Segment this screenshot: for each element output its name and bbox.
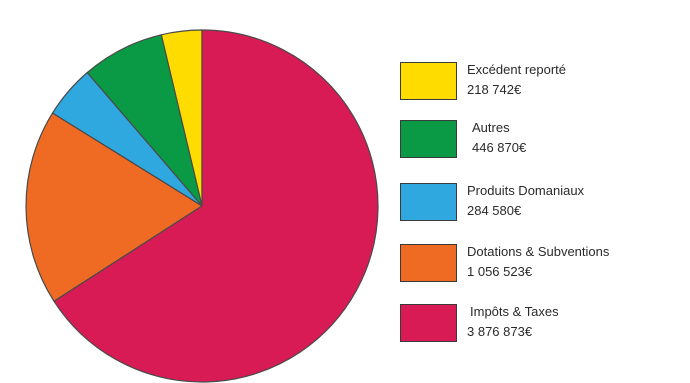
pie-plot-area — [25, 29, 379, 383]
legend-value-autres: 446 870€ — [472, 140, 527, 155]
legend-value-excedent-reporte: 218 742€ — [467, 82, 522, 97]
legend-label-impots-taxes: Impôts & Taxes — [470, 304, 559, 319]
legend-item-excedent-reporte: Excédent reporté 218 742€ — [400, 58, 690, 102]
legend-swatch-excedent-reporte — [400, 62, 457, 100]
legend-label-dotations-subventions: Dotations & Subventions — [467, 244, 610, 259]
legend-label-autres: Autres — [472, 120, 510, 135]
legend-swatch-autres — [400, 120, 457, 158]
legend-item-autres: Autres 446 870€ — [400, 116, 690, 160]
legend-item-impots-taxes: Impôts & Taxes 3 876 873€ — [400, 300, 690, 344]
pie-slice-dotations-subventions — [25, 112, 203, 302]
legend-value-dotations-subventions: 1 056 523€ — [467, 264, 533, 279]
legend-swatch-produits-domaniaux — [400, 183, 457, 221]
legend-label-excedent-reporte: Excédent reporté — [467, 62, 567, 77]
legend-swatch-dotations-subventions — [400, 244, 457, 282]
legend-value-produits-domaniaux: 284 580€ — [467, 203, 522, 218]
legend-label-produits-domaniaux: Produits Domaniaux — [467, 183, 585, 198]
pie-slice-impots-taxes — [53, 29, 379, 383]
legend-item-dotations-subventions: Dotations & Subventions 1 056 523€ — [400, 240, 690, 284]
legend-value-impots-taxes: 3 876 873€ — [467, 324, 533, 339]
legend-swatch-impots-taxes — [400, 304, 457, 342]
legend-item-produits-domaniaux: Produits Domaniaux 284 580€ — [400, 179, 690, 223]
